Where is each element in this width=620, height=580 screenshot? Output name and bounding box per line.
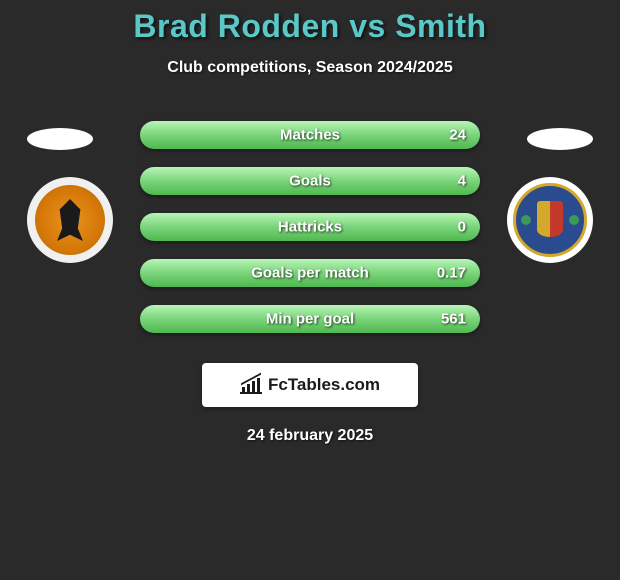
stat-label: Goals per match	[251, 265, 369, 282]
stat-label: Hattricks	[278, 219, 342, 236]
stat-value: 0	[458, 219, 466, 236]
logo-text: FcTables.com	[268, 375, 380, 395]
page-subtitle: Club competitions, Season 2024/2025	[0, 59, 620, 77]
stat-label: Matches	[280, 127, 340, 144]
thistle-icon	[521, 215, 531, 225]
stat-value: 4	[458, 173, 466, 190]
stat-label: Min per goal	[266, 311, 354, 328]
stat-row-goals-per-match: Goals per match 0.17	[140, 259, 480, 287]
page-title: Brad Rodden vs Smith	[0, 8, 620, 45]
fctables-logo: FcTables.com	[202, 363, 418, 407]
bar-chart-icon	[240, 376, 262, 394]
infographic-container: Brad Rodden vs Smith Club competitions, …	[0, 0, 620, 445]
date-text: 24 february 2025	[0, 427, 620, 445]
thistle-icon	[569, 215, 579, 225]
stat-row-min-per-goal: Min per goal 561	[140, 305, 480, 333]
stat-value: 0.17	[437, 265, 466, 282]
stat-value: 561	[441, 311, 466, 328]
player-oval-right	[527, 128, 593, 150]
annan-athletic-crest-icon	[507, 177, 593, 263]
stat-row-matches: Matches 24	[140, 121, 480, 149]
player-oval-left	[27, 128, 93, 150]
stat-row-hattricks: Hattricks 0	[140, 213, 480, 241]
alloa-athletic-crest-icon	[27, 177, 113, 263]
stat-label: Goals	[289, 173, 331, 190]
stat-value: 24	[449, 127, 466, 144]
stat-row-goals: Goals 4	[140, 167, 480, 195]
